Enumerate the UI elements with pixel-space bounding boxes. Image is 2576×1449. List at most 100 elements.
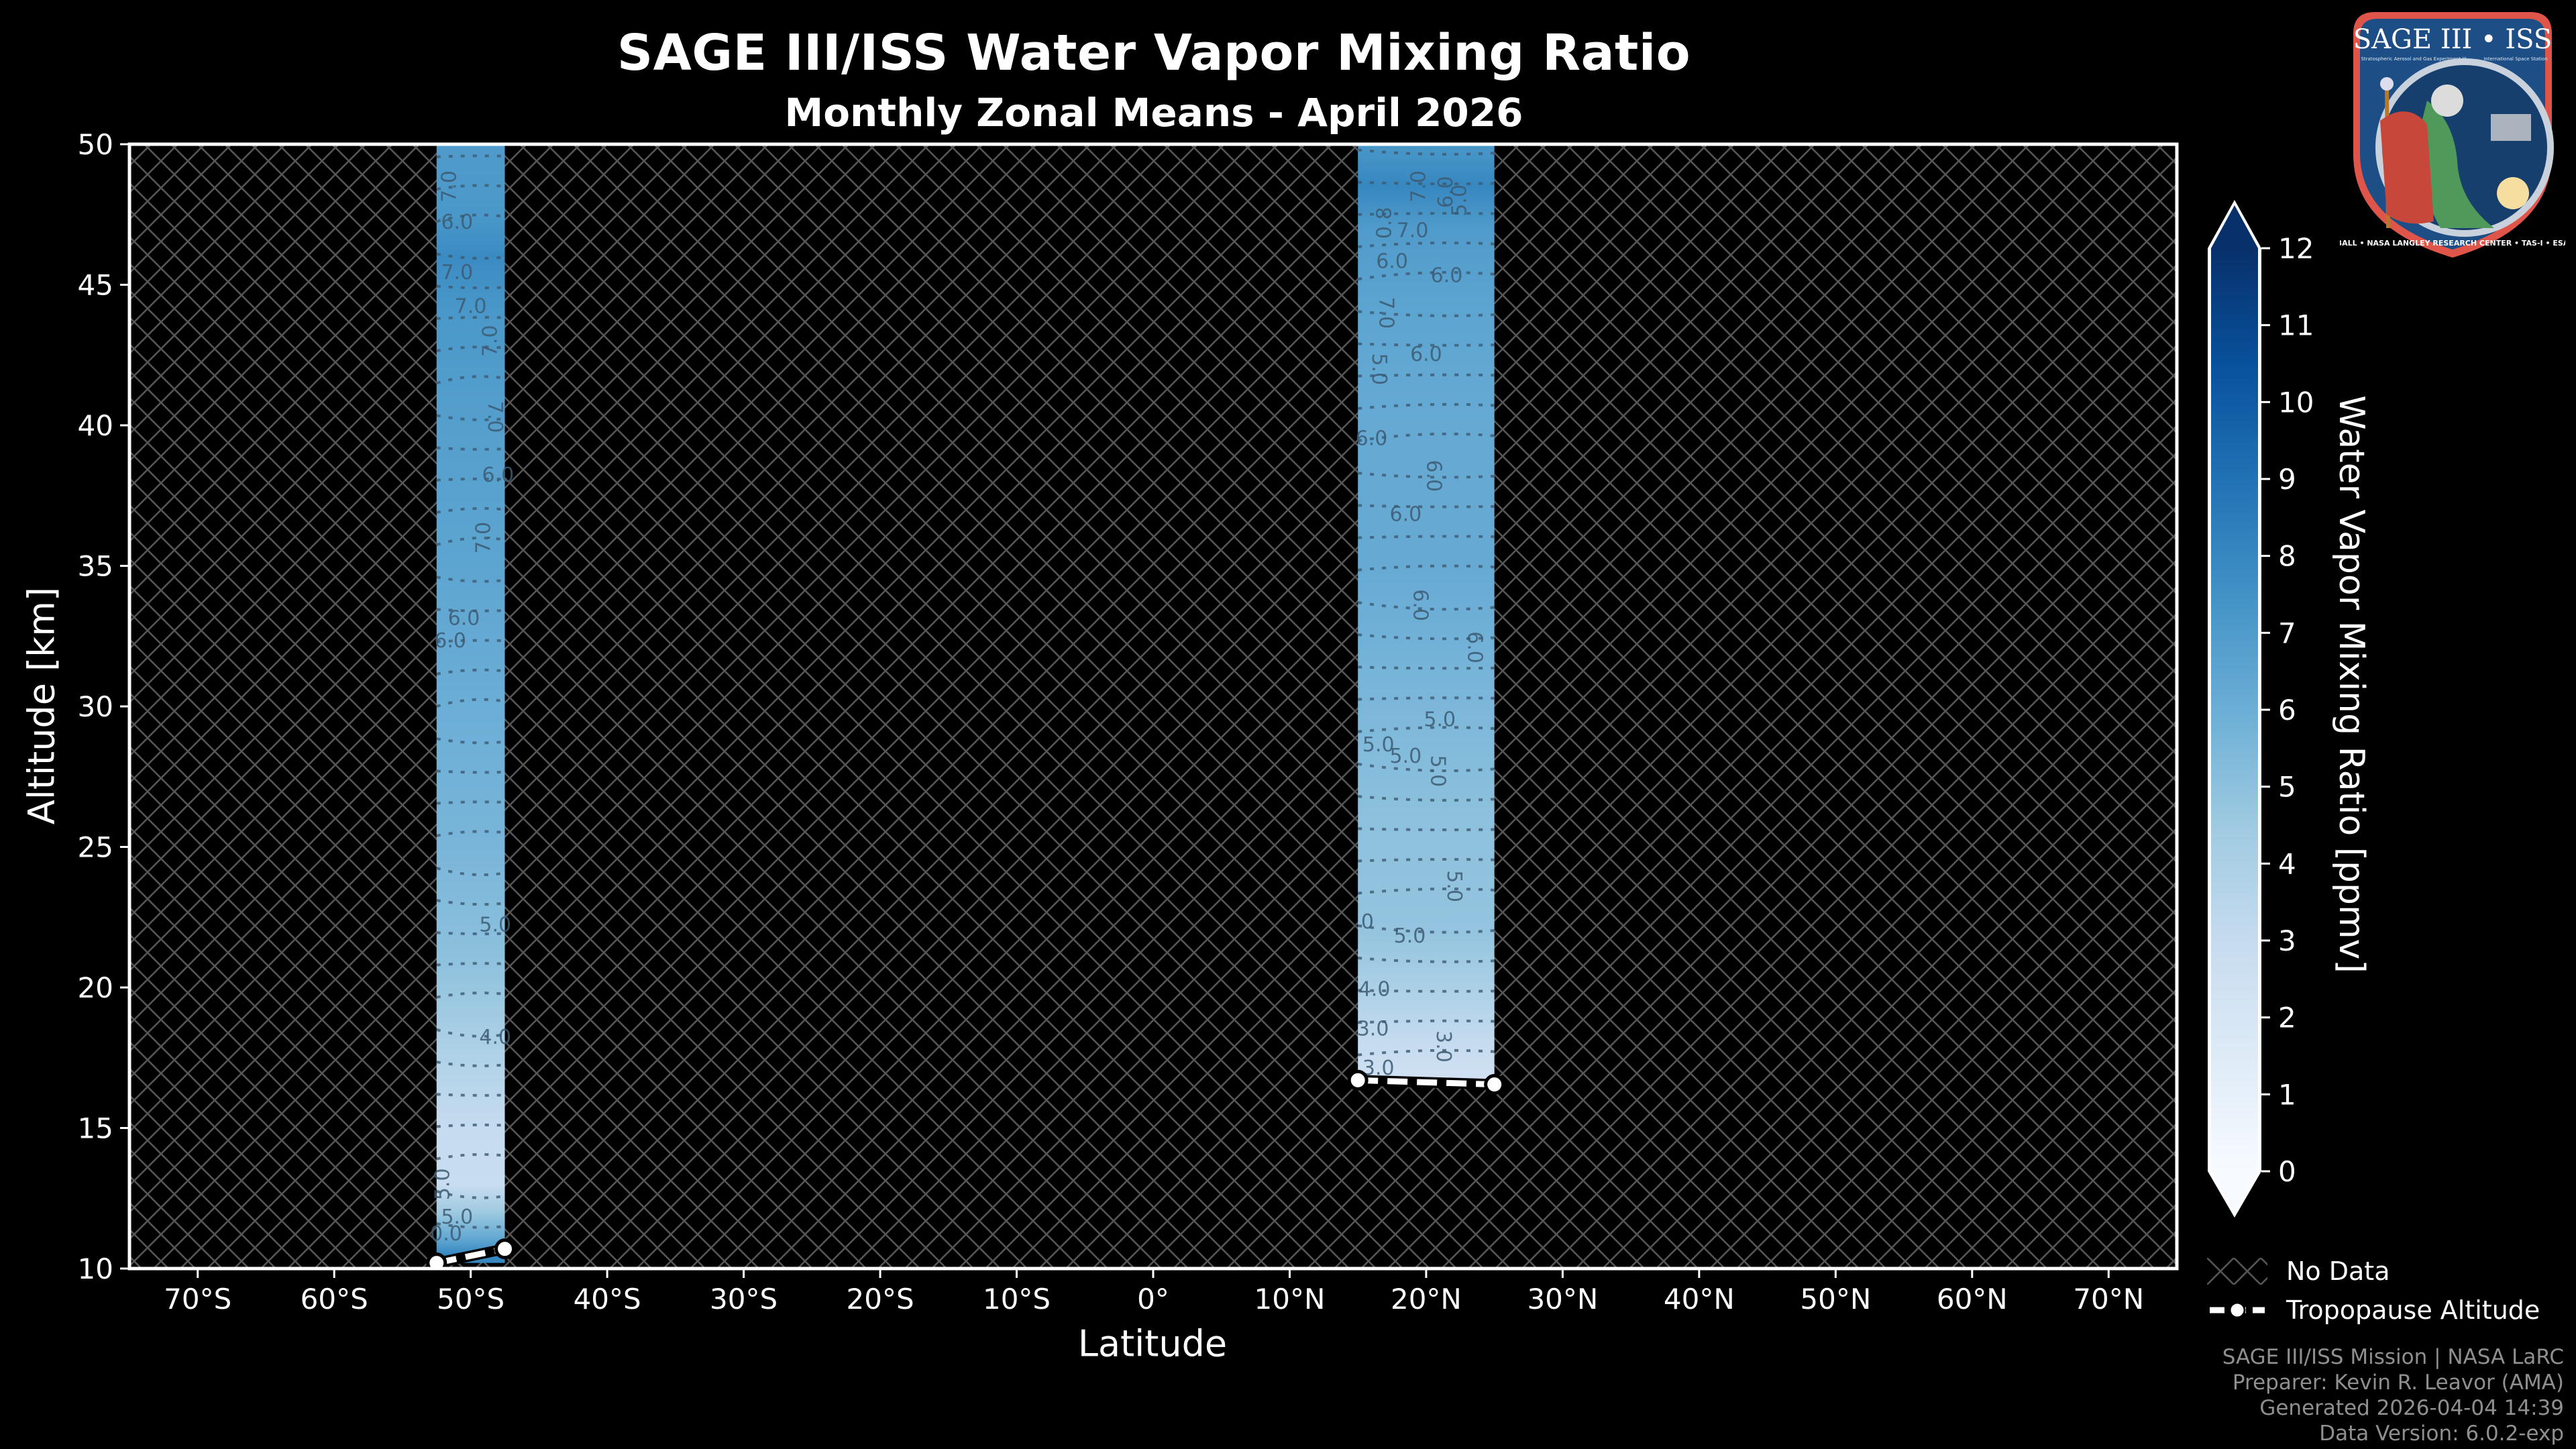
contour-label: 6.0 xyxy=(448,607,480,631)
x-axis: 70°S 60°S 50°S 40°S 30°S 20°S 10°S 0° 10°N 20°N 30… xyxy=(164,1269,2144,1316)
y-tick-label: 35 xyxy=(78,550,113,583)
x-tick-label: 50°N xyxy=(1800,1283,1871,1316)
colorbar-tick-label: 12 xyxy=(2278,232,2314,265)
y-axis: 10 15 20 25 30 35 40 45 50 xyxy=(78,128,129,1285)
contour-line xyxy=(436,184,505,191)
contour-line xyxy=(436,867,505,877)
contour-line xyxy=(436,414,505,421)
x-tick-label: 10°S xyxy=(983,1283,1051,1316)
footer-mission: SAGE III/ISS Mission | NASA LaRC xyxy=(2222,1345,2564,1369)
colorbar-extend-low xyxy=(2211,1171,2258,1213)
chart-title: SAGE III/ISS Water Vapor Mixing Ratio xyxy=(616,24,1691,82)
x-axis-label: Latitude xyxy=(1077,1322,1228,1365)
colorbar-tick-label: 3 xyxy=(2278,924,2296,957)
x-tick-label: 70°N xyxy=(2073,1283,2144,1316)
contour-line xyxy=(436,830,505,837)
logo-subtitle-left: Stratospheric Aerosol and Gas Experiment… xyxy=(2361,56,2466,62)
plot-area: 7.06.07.07.07.07.06.07.06.06.05.04.05.05… xyxy=(127,142,2179,1274)
contour-label: 5.0 xyxy=(431,1168,454,1200)
colorbar-tick-label: 5 xyxy=(2278,771,2296,804)
contour-label: 4.0 xyxy=(479,1026,511,1049)
data-column xyxy=(1358,144,1495,1083)
contour-line xyxy=(436,1061,505,1067)
footer-generated: Generated 2026-04-04 14:39 xyxy=(2259,1396,2564,1420)
colorbar-tick-label: 8 xyxy=(2278,540,2296,573)
contour-line xyxy=(436,446,505,451)
x-tick-label: 20°N xyxy=(1391,1283,1462,1316)
staff-orb-icon xyxy=(2380,77,2394,91)
contour-label: 6.0 xyxy=(1422,460,1446,492)
contour-line xyxy=(436,1222,505,1229)
contour-label: 6.0 xyxy=(1463,631,1487,663)
contour-line xyxy=(436,252,505,260)
contour-label: 6.0 xyxy=(1431,264,1463,287)
colorbar-label: Water Vapor Mixing Ratio [ppmv] xyxy=(2331,395,2371,973)
contour-label: 0.0 xyxy=(430,1222,462,1246)
contour-line xyxy=(436,800,505,805)
contour-line xyxy=(436,639,505,643)
y-tick-label: 45 xyxy=(78,269,113,302)
contour-line xyxy=(436,899,505,906)
contour-line xyxy=(436,375,505,385)
logo-subtitle-right: International Space Station xyxy=(2483,56,2547,62)
legend-label-tropopause: Tropopause Altitude xyxy=(2286,1295,2540,1325)
contour-line xyxy=(436,506,505,514)
contour-label: 6.0 xyxy=(1410,343,1442,366)
colorbar-tick-label: 2 xyxy=(2278,1002,2296,1034)
colorbar-tick-label: 11 xyxy=(2278,309,2314,342)
y-tick-label: 50 xyxy=(78,128,113,161)
colorbar-tick-label: 9 xyxy=(2278,463,2296,496)
x-tick-label: 30°S xyxy=(710,1283,777,1316)
x-tick-label: 70°S xyxy=(164,1283,231,1316)
contour-label: 5.0 xyxy=(441,1205,473,1229)
contour-line xyxy=(436,536,505,546)
dashed-line-circle-icon xyxy=(2210,1301,2265,1319)
x-tick-label: 0° xyxy=(1137,1283,1169,1316)
contour-label: 5.0 xyxy=(479,913,511,936)
colorbar-tick-label: 0 xyxy=(2278,1155,2296,1188)
colorbar-tick-label: 6 xyxy=(2278,694,2296,727)
colorbar-tick-label: 4 xyxy=(2278,847,2296,880)
contour-label: 5.0 xyxy=(1390,745,1422,768)
y-tick-label: 30 xyxy=(78,690,113,723)
contour-line xyxy=(436,1028,505,1038)
x-tick-label: 30°N xyxy=(1527,1283,1598,1316)
x-tick-label: 20°S xyxy=(847,1283,914,1316)
x-tick-label: 40°S xyxy=(574,1283,641,1316)
contour-line xyxy=(436,284,505,290)
contour-line xyxy=(436,1093,505,1097)
contour-label: 6.0 xyxy=(482,464,515,487)
data-column xyxy=(436,144,505,1263)
legend: No Data Tropopause Altitude xyxy=(2207,1252,2540,1330)
contour-label: 7.0 xyxy=(441,261,473,284)
x-tick-label: 10°N xyxy=(1254,1283,1326,1316)
colorbar-gradient-bar xyxy=(2211,248,2258,1171)
y-tick-label: 40 xyxy=(78,409,113,442)
contour-label: 5.0 xyxy=(1442,870,1466,902)
contour-label: 6.0 xyxy=(434,629,466,653)
chart-subtitle: Monthly Zonal Means - April 2026 xyxy=(784,90,1523,136)
contour-label: 7.0 xyxy=(455,295,487,319)
contour-line xyxy=(436,962,505,967)
contour-label: 7.0 xyxy=(472,522,496,554)
contour-line xyxy=(436,737,505,745)
legend-label-no-data: No Data xyxy=(2286,1256,2390,1286)
moon-icon xyxy=(2431,85,2463,117)
contour-line xyxy=(436,991,505,999)
tropopause-marker xyxy=(494,1238,516,1260)
contour-label: 7.0 xyxy=(483,401,506,433)
wizard-icon xyxy=(2380,111,2434,224)
contour-label: 5.0 xyxy=(1426,755,1450,788)
iss-icon xyxy=(2491,114,2531,141)
contour-label: 6.0 xyxy=(1434,176,1458,208)
sun-icon xyxy=(2497,177,2529,209)
contour-label: 6.0 xyxy=(441,211,473,234)
contour-line xyxy=(436,931,505,936)
sage-iss-mission-logo: SAGE III • ISS Stratospheric Aerosol and… xyxy=(2340,12,2565,258)
tropopause-marker xyxy=(1484,1074,1505,1095)
x-tick-label: 60°N xyxy=(1937,1283,2008,1316)
contour-label: 4.0 xyxy=(1358,978,1391,1002)
